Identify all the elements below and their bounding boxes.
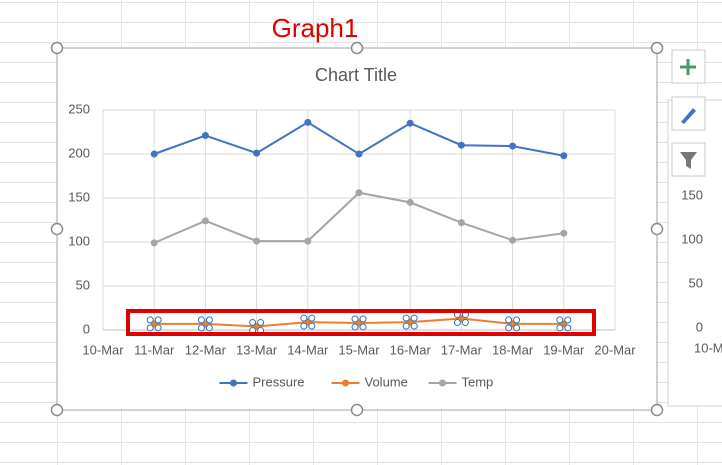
legend-marker — [230, 379, 237, 387]
side-y-tick-label: 0 — [696, 319, 703, 334]
x-tick-label: 20-Mar — [594, 342, 636, 357]
data-point — [406, 119, 414, 127]
resize-handle[interactable] — [650, 41, 664, 55]
data-point — [201, 132, 209, 140]
data-point — [509, 236, 517, 244]
y-tick-label: 200 — [68, 145, 90, 160]
selection-handle — [300, 322, 308, 330]
chart-buttons — [671, 49, 706, 177]
side-y-tick-label: 50 — [689, 275, 703, 290]
data-point — [304, 237, 312, 245]
data-point — [560, 152, 568, 160]
resize-handle[interactable] — [50, 222, 64, 236]
data-point — [355, 150, 363, 158]
x-tick-label: 12-Mar — [185, 342, 227, 357]
selection-handle — [351, 315, 359, 323]
x-tick-label: 13-Mar — [236, 342, 278, 357]
selection-handle — [564, 324, 572, 332]
data-point — [304, 118, 312, 126]
y-tick-label: 100 — [68, 233, 90, 248]
data-point — [201, 217, 209, 225]
selection-handle — [154, 316, 162, 324]
data-point — [560, 229, 568, 237]
side-y-tick-label: 150 — [681, 187, 703, 202]
selection-handle — [513, 316, 521, 324]
plus-icon — [680, 59, 696, 75]
selection-handle — [453, 319, 461, 327]
selection-handle — [505, 324, 513, 332]
legend-label: Temp — [462, 374, 494, 389]
selection-handle — [197, 316, 205, 324]
x-tick-label: 15-Mar — [338, 342, 380, 357]
selection-handle — [257, 318, 265, 326]
x-tick-label: 17-Mar — [441, 342, 483, 357]
x-tick-label: 19-Mar — [543, 342, 585, 357]
selection-handle — [564, 316, 572, 324]
selection-handle — [359, 323, 367, 331]
data-point — [150, 150, 158, 158]
x-tick-label: 14-Mar — [287, 342, 329, 357]
data-point — [457, 219, 465, 227]
resize-handle[interactable] — [350, 403, 364, 417]
resize-handle[interactable] — [50, 403, 64, 417]
selection-handle — [154, 324, 162, 332]
side-y-tick-label: 100 — [681, 231, 703, 246]
x-tick-label: 11-Mar — [134, 342, 175, 357]
y-tick-label: 150 — [68, 189, 90, 204]
legend-label: Pressure — [253, 374, 305, 389]
x-tick-label: 18-Mar — [492, 342, 534, 357]
selection-handle — [146, 316, 154, 324]
x-tick-label: 16-Mar — [390, 342, 432, 357]
data-point — [406, 198, 414, 206]
chart-title: Chart Title — [315, 65, 397, 85]
legend-marker — [439, 379, 446, 387]
resize-handle[interactable] — [50, 41, 64, 55]
side-x-label: 10-M — [694, 340, 722, 355]
y-tick-label: 50 — [76, 277, 90, 292]
selection-handle — [308, 314, 316, 322]
selection-handle — [300, 314, 308, 322]
filter-icon — [680, 152, 697, 169]
y-tick-label: 250 — [68, 101, 90, 116]
selection-handle — [461, 319, 469, 327]
selection-handle — [402, 322, 410, 330]
brush-icon — [681, 108, 696, 124]
highlight-box — [126, 309, 596, 336]
resize-handle[interactable] — [350, 41, 364, 55]
selection-handle — [410, 322, 418, 330]
selection-handle — [513, 324, 521, 332]
selection-handle — [556, 324, 564, 332]
selection-handle — [351, 323, 359, 331]
resize-handle[interactable] — [650, 403, 664, 417]
selection-handle — [308, 322, 316, 330]
data-point — [150, 239, 158, 247]
selection-handle — [402, 314, 410, 322]
data-point — [509, 142, 517, 150]
selection-handle — [410, 314, 418, 322]
data-point — [253, 237, 261, 245]
selection-handle — [249, 318, 257, 326]
selection-handle — [205, 316, 213, 324]
y-tick-label: 0 — [83, 321, 90, 336]
selection-handle — [205, 324, 213, 332]
x-tick-label: 10-Mar — [82, 342, 124, 357]
resize-handle[interactable] — [650, 222, 664, 236]
selection-handle — [197, 324, 205, 332]
data-point — [355, 189, 363, 197]
selection-handle — [146, 324, 154, 332]
data-point — [253, 149, 261, 157]
legend-label: Volume — [365, 374, 408, 389]
legend-marker — [342, 379, 349, 387]
selection-handle — [359, 315, 367, 323]
selection-handle — [556, 316, 564, 324]
selection-handle — [505, 316, 513, 324]
annotation: Graph1 — [272, 13, 359, 43]
chart-area[interactable] — [56, 47, 658, 411]
data-point — [457, 141, 465, 149]
